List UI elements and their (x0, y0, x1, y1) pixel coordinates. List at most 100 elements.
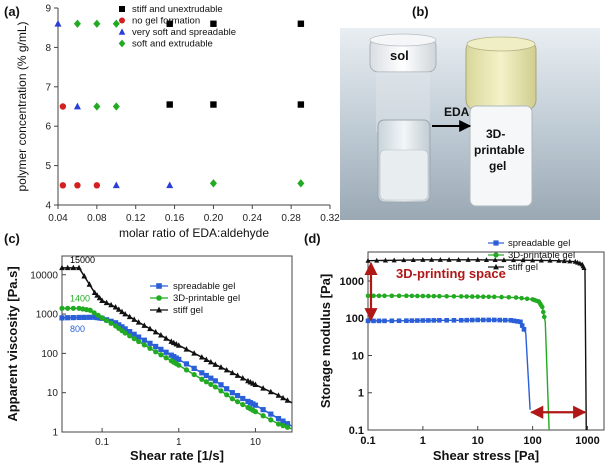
d-legend-marker (493, 263, 499, 270)
c-point (131, 336, 137, 342)
d-x-tick-label: 1000 (575, 435, 599, 447)
c-point (260, 407, 266, 413)
c-point (212, 378, 218, 384)
c-point (119, 324, 125, 330)
d-point (486, 317, 492, 323)
c-point (153, 343, 159, 350)
d-point (456, 257, 462, 262)
c-point (147, 340, 153, 346)
panel-a-chart: 0.04 0.08 0.12 0.16 0.20 0.24 0.28 0.32 4 5 6 7 8 9 mo… (15, 4, 340, 241)
d-point (437, 257, 443, 262)
panel-b-photo: (b) sol 3D- printable gel EDA (340, 4, 600, 220)
a-point (93, 182, 101, 189)
c-point (59, 315, 65, 321)
d-point (382, 293, 387, 299)
c-point (116, 322, 122, 328)
a-point (112, 102, 120, 111)
d-point (530, 257, 536, 263)
d-point (389, 293, 395, 299)
a-legend-label: no gel formation (132, 16, 200, 27)
d-point (521, 327, 527, 332)
a-x-tick-label: 0.04 (48, 213, 68, 224)
c-y-tick-label: 1 (52, 428, 58, 439)
c-x-tick-label: 0.1 (95, 437, 109, 448)
c-point (234, 392, 241, 399)
a-x-tick-label: 0.32 (320, 213, 340, 224)
d-point (431, 293, 437, 299)
d-point (492, 257, 498, 263)
c-annotation-printable: 1400 (70, 293, 90, 303)
c-point (108, 301, 114, 308)
c-point (208, 381, 214, 387)
d-point (365, 293, 371, 299)
c-point (131, 331, 137, 337)
d-point (469, 294, 475, 299)
d-point (539, 304, 545, 310)
c-point (70, 264, 77, 271)
d-point (465, 257, 471, 262)
c-x-axis-title: Shear rate [1/s] (130, 448, 224, 463)
d-point (491, 294, 497, 300)
c-point (218, 388, 224, 394)
a-point (112, 19, 120, 28)
c-point (229, 369, 236, 376)
a-x-tick-label: 0.24 (243, 213, 263, 224)
d-point (483, 257, 489, 262)
c-y-tick-label: 1000 (36, 310, 59, 321)
c-point (280, 394, 286, 401)
c-point (223, 366, 230, 373)
d-x-tick-label: 0.1 (360, 435, 375, 447)
c-point (252, 381, 259, 388)
d-point (409, 318, 415, 323)
d-printing-space-label: 3D-printing space (396, 266, 506, 281)
c-point (153, 349, 159, 355)
d-point (426, 318, 431, 323)
c-y-axis-title: Apparent viscosity [Pa.s] (5, 266, 20, 421)
c-point (218, 364, 224, 370)
c-point (284, 421, 291, 427)
d-point (431, 318, 437, 323)
d-point (475, 257, 481, 262)
c-point (229, 396, 235, 402)
c-point (268, 411, 274, 417)
d-point (547, 257, 553, 263)
c-point (191, 350, 198, 356)
d-point (486, 294, 492, 300)
c-annotation-stiff: 15000 (70, 255, 95, 265)
c-point (158, 352, 164, 358)
d-x-axis-title: Shear stress [Pa] (433, 448, 539, 463)
c-point (183, 367, 190, 373)
c-point (127, 329, 133, 335)
c-legend-label: stiff gel (173, 305, 203, 316)
c-point (163, 335, 169, 341)
c-point (70, 305, 76, 311)
c-point (198, 354, 205, 360)
c-point (65, 315, 71, 321)
panel-a-label: (a) (4, 4, 20, 19)
d-point (520, 257, 526, 263)
d-point (519, 323, 525, 328)
a-y-tick-label: 5 (45, 161, 51, 172)
d-point (396, 293, 402, 299)
c-point (224, 392, 230, 398)
c-point (64, 264, 71, 271)
c-point (141, 322, 148, 328)
c-legend-label: spreadable gel (173, 281, 235, 292)
c-point (119, 308, 125, 315)
c-point (218, 382, 224, 388)
d-point (374, 257, 380, 263)
a-legend-marker (119, 17, 125, 24)
d-y-tick-label: 100 (346, 313, 364, 325)
d-point (469, 317, 475, 323)
c-y-tick-label: 10000 (30, 270, 58, 281)
c-point (122, 310, 129, 317)
c-x-tick-label: 1 (176, 437, 182, 448)
a-x-tick-label: 0.28 (281, 213, 301, 224)
a-point (59, 103, 67, 110)
c-point (91, 289, 98, 296)
a-point (166, 20, 173, 27)
d-point (518, 319, 523, 325)
d-point (444, 293, 449, 299)
d-y-tick-label: 1000 (340, 276, 364, 288)
